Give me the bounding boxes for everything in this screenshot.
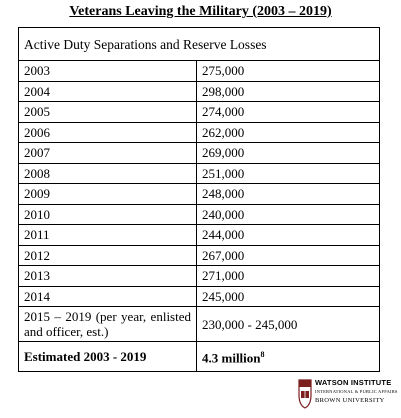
table-row: 2009 248,000: [18, 183, 380, 205]
table-cell: 275,000: [196, 60, 380, 82]
table-cell: 245,000: [196, 285, 380, 307]
table-row: 2008 251,000: [18, 162, 380, 184]
logo-university: BROWN UNIVERSITY: [315, 397, 385, 404]
table-row: 2013 271,000: [18, 265, 380, 287]
table-cell: 244,000: [196, 224, 380, 246]
table-row: 2006 262,000: [18, 121, 380, 143]
table-cell: 2005: [18, 101, 197, 123]
table-cell: 2010: [18, 203, 197, 225]
table-cell: 269,000: [196, 142, 380, 164]
total-row: Estimated 2003 - 2019 4.3 million8: [18, 341, 380, 372]
table-cell: 274,000: [196, 101, 380, 123]
table-cell: 2007: [18, 142, 197, 164]
table-cell: 298,000: [196, 80, 380, 102]
table-cell: 262,000: [196, 121, 380, 143]
table-cell: 2015 – 2019 (per year, enlisted and offi…: [18, 306, 197, 342]
total-cell: 4.3 million8: [196, 341, 380, 372]
table-row: 2014 245,000: [18, 285, 380, 307]
table-cell: 251,000: [196, 162, 380, 184]
table-row: 2010 240,000: [18, 203, 380, 225]
table-row: 2007 269,000: [18, 142, 380, 164]
table-cell: 2011: [18, 224, 197, 246]
table-cell: 230,000 - 245,000: [196, 306, 380, 342]
table-cell: 2014: [18, 285, 197, 307]
table-cell: 2013: [18, 265, 197, 287]
table-row: 2003 275,000: [18, 60, 380, 82]
table-cell: 267,000: [196, 244, 380, 266]
table-row: 2011 244,000: [18, 224, 380, 246]
data-table: Active Duty Separations and Reserve Loss…: [18, 27, 380, 372]
table-cell: 2012: [18, 244, 197, 266]
table-cell: 240,000: [196, 203, 380, 225]
logo-name: WATSON INSTITUTE: [315, 378, 392, 387]
table-row: 2012 267,000: [18, 244, 380, 266]
table-row: 2015 – 2019 (per year, enlisted and offi…: [18, 306, 380, 342]
logo-subtitle: INTERNATIONAL & PUBLIC AFFAIRS: [315, 389, 398, 394]
table-row: 2005 274,000: [18, 101, 380, 123]
footnote-marker: 8: [260, 350, 265, 360]
table-cell: 2003: [18, 60, 197, 82]
title: Veterans Leaving the Military (2003 – 20…: [69, 4, 332, 19]
logo: WATSON INSTITUTE INTERNATIONAL & PUBLIC …: [298, 378, 398, 412]
table-cell: 2008: [18, 162, 197, 184]
table-cell: 2006: [18, 121, 197, 143]
total-label: Estimated 2003 - 2019: [18, 341, 197, 372]
table-cell: 248,000: [196, 183, 380, 205]
total-value: 4.3 million: [202, 350, 261, 366]
table-row: 2004 298,000: [18, 80, 380, 102]
header-cell: Active Duty Separations and Reserve Loss…: [18, 27, 380, 61]
table-cell: 271,000: [196, 265, 380, 287]
shield-icon: [298, 379, 312, 409]
table-cell: 2009: [18, 183, 197, 205]
header-row: Active Duty Separations and Reserve Loss…: [18, 27, 380, 61]
table-cell: 2004: [18, 80, 197, 102]
